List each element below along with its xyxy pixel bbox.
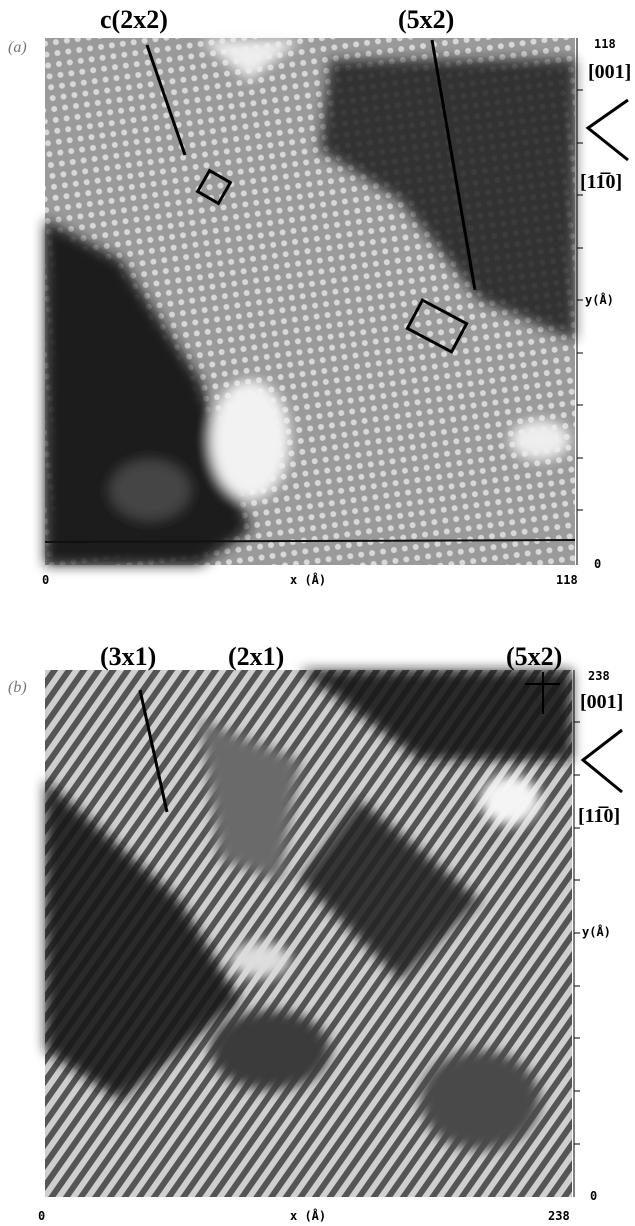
annotation: (2x1) [228,642,284,671]
y-min: 0 [594,557,601,571]
y-min: 0 [590,1189,597,1203]
y-axis-label: y(Å) [582,924,611,939]
annotation: (5x2) [398,5,454,34]
direction: [11̅0] [578,805,620,827]
y-axis-b [574,670,580,1197]
x-max: 118 [556,573,578,587]
x-axis-label: x (Å) [290,572,326,587]
x-min: 0 [42,573,49,587]
panel-label: (b) [8,679,27,696]
x-max: 238 [548,1209,570,1223]
y-axis-label: y(Å) [585,292,614,307]
stm-image-b [45,670,572,1197]
y-max: 238 [588,669,610,683]
x-axis-label: x (Å) [290,1208,326,1223]
annotation: c(2x2) [100,5,168,34]
x-min: 0 [38,1209,45,1223]
panel-label: (a) [8,39,27,56]
direction: [11̅0] [580,171,622,193]
direction: [001] [580,691,623,713]
stm-image-a [45,38,575,565]
annotation: (5x2) [506,642,562,671]
annotation: (3x1) [100,642,156,671]
y-axis-a [577,38,583,565]
y-max: 118 [594,37,616,51]
figure: (a) c(2x2) (5x2) 118 [001] [11̅0] y(Å) 0… [0,0,635,1226]
direction: [001] [588,61,631,83]
